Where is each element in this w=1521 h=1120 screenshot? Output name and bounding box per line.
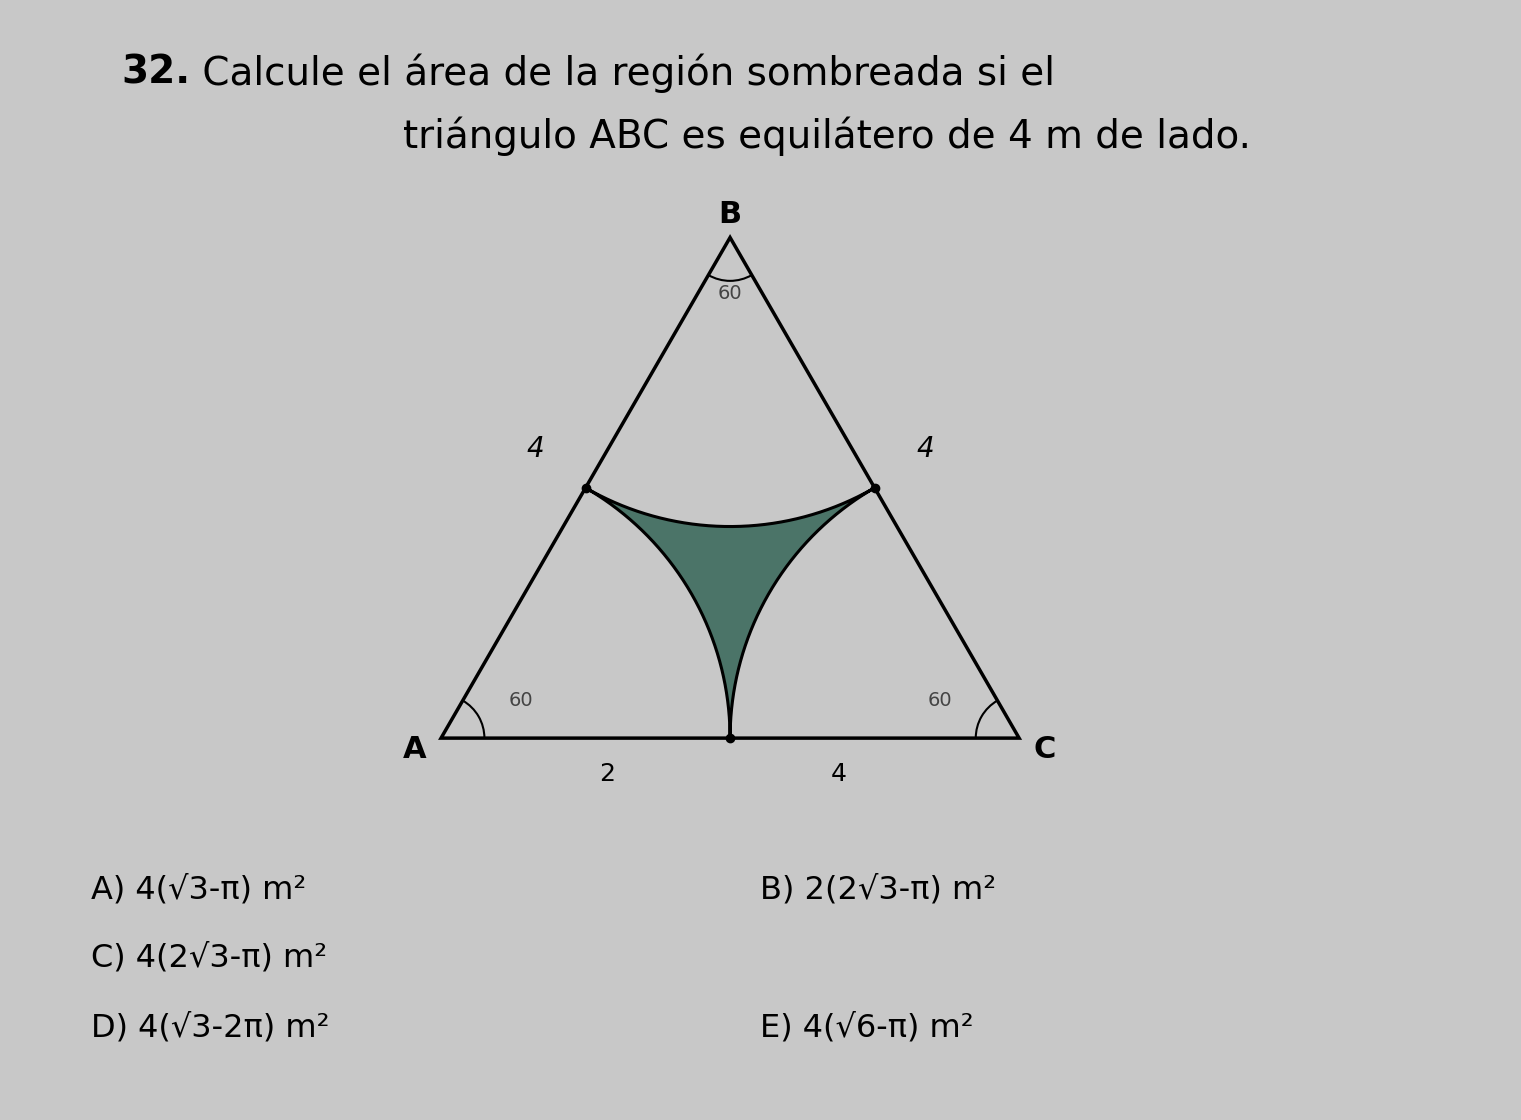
- Text: 60: 60: [928, 691, 952, 710]
- Text: D) 4(√3-2π) m²: D) 4(√3-2π) m²: [91, 1012, 330, 1044]
- Text: Calcule el área de la región sombreada si el: Calcule el área de la región sombreada s…: [190, 53, 1056, 93]
- Text: 60: 60: [508, 691, 532, 710]
- Text: A: A: [403, 735, 427, 764]
- Text: A) 4(√3-π) m²: A) 4(√3-π) m²: [91, 875, 307, 906]
- Text: E) 4(√6-π) m²: E) 4(√6-π) m²: [760, 1012, 973, 1044]
- Text: 2: 2: [599, 763, 614, 786]
- Text: C: C: [1034, 735, 1056, 764]
- Text: 60: 60: [718, 283, 742, 302]
- Text: triángulo ABC es equilátero de 4 m de lado.: triángulo ABC es equilátero de 4 m de la…: [403, 116, 1252, 157]
- Text: 4: 4: [830, 763, 847, 786]
- Text: 32.: 32.: [122, 54, 190, 92]
- Text: 4: 4: [916, 435, 934, 463]
- Polygon shape: [586, 488, 875, 738]
- Text: 4: 4: [526, 435, 545, 463]
- Text: C) 4(2√3-π) m²: C) 4(2√3-π) m²: [91, 942, 327, 973]
- Text: B: B: [718, 200, 742, 230]
- Text: B) 2(2√3-π) m²: B) 2(2√3-π) m²: [760, 875, 996, 906]
